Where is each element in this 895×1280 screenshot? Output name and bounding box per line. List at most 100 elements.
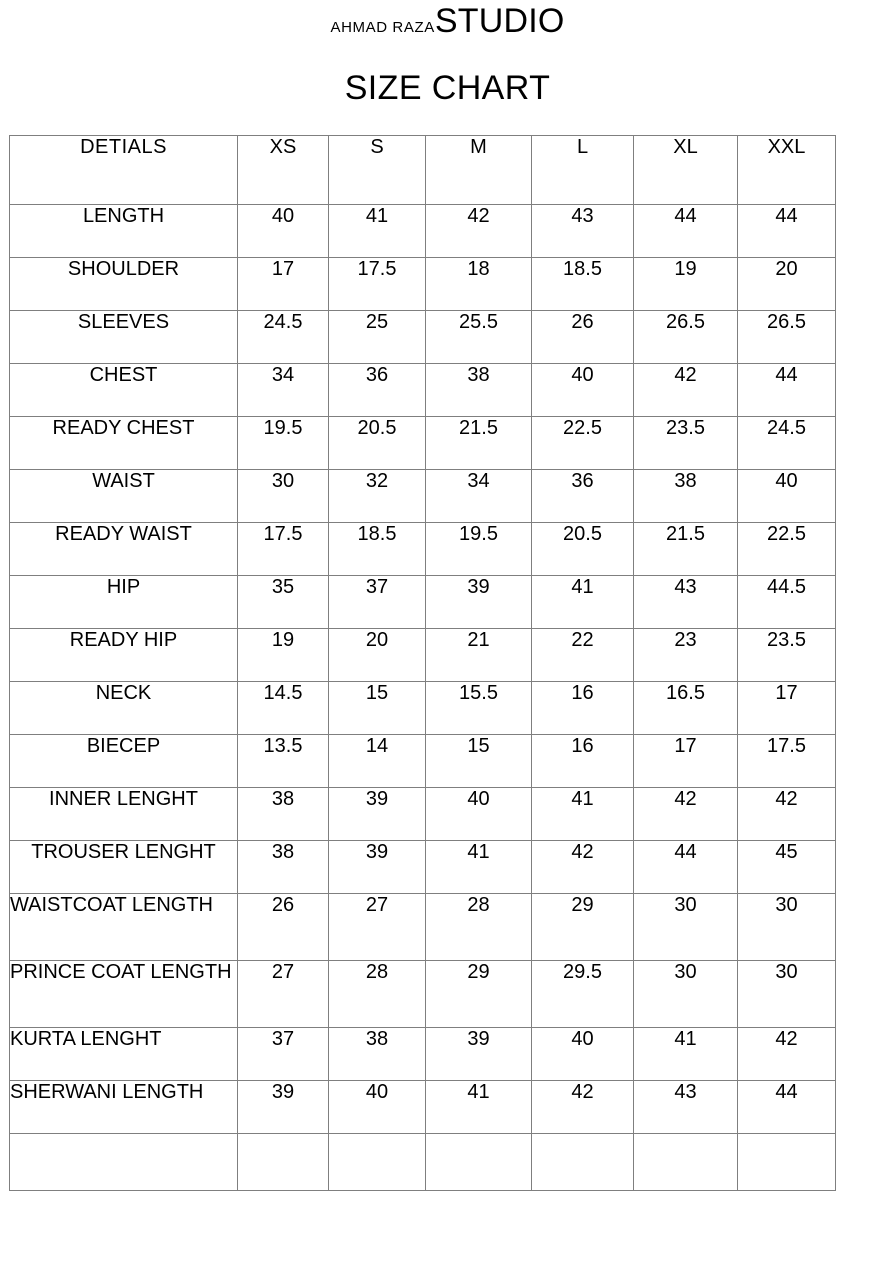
measurement-cell: 38 — [425, 363, 532, 417]
measurement-cell: 39 — [237, 1080, 329, 1134]
measurement-cell: 42 — [633, 787, 738, 841]
measurement-cell: 21.5 — [633, 522, 738, 576]
row-label: TROUSER LENGHT — [9, 840, 238, 894]
size-chart-container: DETIALS XS S M L XL XXL LENGTH 40 41 42 43 44 44 SHOUL… — [0, 135, 895, 1191]
measurement-cell: 24.5 — [237, 310, 329, 364]
measurement-cell: 42 — [531, 840, 634, 894]
table-row: READY WAIST 17.5 18.5 19.5 20.5 21.5 22.5 — [9, 522, 836, 576]
table-row: READY HIP 19 20 21 22 23 23.5 — [9, 628, 836, 682]
measurement-cell — [425, 1133, 532, 1191]
measurement-cell: 41 — [425, 840, 532, 894]
measurement-cell: 26 — [237, 893, 329, 961]
row-label: NECK — [9, 681, 238, 735]
row-label — [9, 1133, 238, 1191]
column-header-size: M — [425, 135, 532, 205]
measurement-cell: 42 — [531, 1080, 634, 1134]
measurement-cell: 36 — [328, 363, 426, 417]
row-label: SLEEVES — [9, 310, 238, 364]
table-row: HIP 35 37 39 41 43 44.5 — [9, 575, 836, 629]
measurement-cell: 15.5 — [425, 681, 532, 735]
table-row: KURTA LENGHT 37 38 39 40 41 42 — [9, 1027, 836, 1081]
brand-name-main: STUDIO — [434, 2, 565, 40]
measurement-cell: 37 — [328, 575, 426, 629]
row-label: LENGTH — [9, 204, 238, 258]
measurement-cell: 25 — [328, 310, 426, 364]
measurement-cell — [237, 1133, 329, 1191]
table-row: TROUSER LENGHT 38 39 41 42 44 45 — [9, 840, 836, 894]
measurement-cell: 28 — [328, 960, 426, 1028]
measurement-cell: 39 — [328, 840, 426, 894]
measurement-cell: 17 — [633, 734, 738, 788]
table-row-empty — [9, 1133, 836, 1191]
measurement-cell: 15 — [425, 734, 532, 788]
table-header-row: DETIALS XS S M L XL XXL — [9, 135, 836, 205]
measurement-cell: 44 — [633, 204, 738, 258]
measurement-cell: 44 — [737, 204, 836, 258]
measurement-cell: 22 — [531, 628, 634, 682]
measurement-cell: 42 — [737, 787, 836, 841]
row-label: CHEST — [9, 363, 238, 417]
measurement-cell: 42 — [425, 204, 532, 258]
measurement-cell: 22.5 — [531, 416, 634, 470]
measurement-cell: 34 — [425, 469, 532, 523]
measurement-cell: 44 — [633, 840, 738, 894]
measurement-cell: 40 — [737, 469, 836, 523]
measurement-cell: 41 — [425, 1080, 532, 1134]
measurement-cell: 17 — [237, 257, 329, 311]
measurement-cell: 41 — [328, 204, 426, 258]
measurement-cell: 19 — [237, 628, 329, 682]
table-row: CHEST 34 36 38 40 42 44 — [9, 363, 836, 417]
measurement-cell: 17.5 — [237, 522, 329, 576]
measurement-cell: 30 — [237, 469, 329, 523]
measurement-cell: 23 — [633, 628, 738, 682]
table-row: PRINCE COAT LENGTH 27 28 29 29.5 30 30 — [9, 960, 836, 1028]
measurement-cell: 28 — [425, 893, 532, 961]
measurement-cell: 17 — [737, 681, 836, 735]
measurement-cell — [531, 1133, 634, 1191]
table-row: SLEEVES 24.5 25 25.5 26 26.5 26.5 — [9, 310, 836, 364]
column-header-size: S — [328, 135, 426, 205]
measurement-cell: 24.5 — [737, 416, 836, 470]
measurement-cell: 38 — [328, 1027, 426, 1081]
measurement-cell: 29.5 — [531, 960, 634, 1028]
brand-header: AHMAD RAZASTUDIO — [0, 0, 895, 41]
measurement-cell: 20 — [737, 257, 836, 311]
measurement-cell: 16 — [531, 734, 634, 788]
row-label: PRINCE COAT LENGTH — [9, 960, 238, 1028]
measurement-cell — [633, 1133, 738, 1191]
measurement-cell: 34 — [237, 363, 329, 417]
measurement-cell: 23.5 — [633, 416, 738, 470]
measurement-cell: 38 — [633, 469, 738, 523]
measurement-cell: 37 — [237, 1027, 329, 1081]
measurement-cell: 14 — [328, 734, 426, 788]
measurement-cell: 23.5 — [737, 628, 836, 682]
row-label: KURTA LENGHT — [9, 1027, 238, 1081]
measurement-cell: 40 — [328, 1080, 426, 1134]
measurement-cell: 41 — [531, 787, 634, 841]
measurement-cell: 21 — [425, 628, 532, 682]
size-chart-table: DETIALS XS S M L XL XXL LENGTH 40 41 42 43 44 44 SHOUL… — [9, 135, 836, 1191]
table-row: INNER LENGHT 38 39 40 41 42 42 — [9, 787, 836, 841]
column-header-size: L — [531, 135, 634, 205]
table-row: WAISTCOAT LENGTH 26 27 28 29 30 30 — [9, 893, 836, 961]
measurement-cell: 21.5 — [425, 416, 532, 470]
measurement-cell: 38 — [237, 787, 329, 841]
measurement-cell: 44 — [737, 1080, 836, 1134]
measurement-cell: 41 — [531, 575, 634, 629]
measurement-cell: 26.5 — [737, 310, 836, 364]
measurement-cell: 16 — [531, 681, 634, 735]
row-label: SHOULDER — [9, 257, 238, 311]
measurement-cell: 30 — [737, 960, 836, 1028]
measurement-cell: 44 — [737, 363, 836, 417]
column-header-size: XL — [633, 135, 738, 205]
measurement-cell: 39 — [425, 1027, 532, 1081]
measurement-cell — [737, 1133, 836, 1191]
measurement-cell: 18.5 — [328, 522, 426, 576]
row-label: WAISTCOAT LENGTH — [9, 893, 238, 961]
row-label: WAIST — [9, 469, 238, 523]
measurement-cell: 27 — [237, 960, 329, 1028]
measurement-cell: 13.5 — [237, 734, 329, 788]
measurement-cell: 20.5 — [328, 416, 426, 470]
measurement-cell: 40 — [531, 363, 634, 417]
measurement-cell: 17.5 — [328, 257, 426, 311]
